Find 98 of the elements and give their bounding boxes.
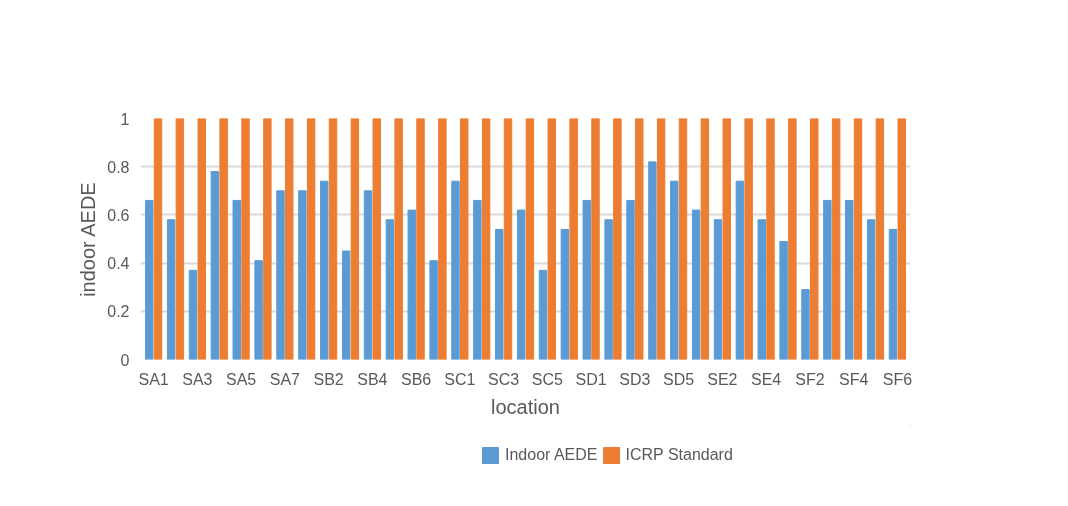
bar xyxy=(263,118,272,360)
y-tick-label: 0.4 xyxy=(107,255,130,273)
legend-label: Indoor AEDE xyxy=(505,446,598,464)
bar xyxy=(831,118,841,360)
bar xyxy=(175,118,185,360)
bar xyxy=(416,118,425,360)
bar xyxy=(451,180,460,360)
bar xyxy=(525,118,535,360)
bar xyxy=(372,118,381,360)
bar xyxy=(648,161,657,360)
bar xyxy=(254,260,263,360)
bar xyxy=(569,118,578,360)
bar xyxy=(276,190,285,360)
bar xyxy=(298,190,307,360)
bar xyxy=(801,289,810,360)
bar xyxy=(145,199,154,360)
bar xyxy=(495,228,504,360)
bar xyxy=(875,118,885,360)
bar xyxy=(481,118,491,360)
bar xyxy=(888,228,898,360)
bar xyxy=(438,118,447,360)
bar xyxy=(604,219,613,360)
bar xyxy=(166,219,176,360)
bar xyxy=(670,180,679,360)
x-tick-label: SD3 xyxy=(619,370,651,388)
x-axis-title: location xyxy=(491,395,560,418)
bar xyxy=(700,118,710,360)
bar xyxy=(626,199,635,360)
bar xyxy=(188,269,198,360)
x-tick-label: SF6 xyxy=(882,370,913,388)
bar xyxy=(350,118,360,360)
x-tick-label: SA7 xyxy=(269,370,301,388)
bar xyxy=(241,118,250,360)
bar xyxy=(866,219,876,360)
x-tick-label: SC1 xyxy=(444,370,476,388)
bar xyxy=(363,190,373,360)
x-tick-label: SB6 xyxy=(401,370,432,388)
bar xyxy=(713,219,723,360)
bar xyxy=(613,118,622,360)
bar xyxy=(473,199,482,360)
y-tick-label: 0 xyxy=(120,351,130,369)
y-tick-label: 1 xyxy=(120,110,130,128)
bar xyxy=(591,118,600,360)
y-tick-label: 0.6 xyxy=(107,206,130,224)
bar xyxy=(582,199,591,360)
y-tick-label: 0.2 xyxy=(107,303,130,321)
x-tick-label: SD5 xyxy=(663,370,695,388)
bar xyxy=(678,118,688,360)
bar xyxy=(779,240,788,360)
bar xyxy=(845,199,854,360)
bar xyxy=(656,118,666,360)
x-tick-label: SD1 xyxy=(575,370,607,388)
bar xyxy=(516,209,526,360)
bar xyxy=(823,199,832,360)
bar xyxy=(788,118,797,360)
bar xyxy=(320,180,329,360)
legend-label: ICRP Standard xyxy=(625,446,733,464)
x-tick-label: SC5 xyxy=(531,370,564,388)
x-tick-label: SA5 xyxy=(226,370,257,388)
bar xyxy=(460,118,469,360)
x-tick-label: SF4 xyxy=(838,370,869,388)
y-axis-title: indoor AEDE xyxy=(77,182,100,297)
x-tick-label: SF2 xyxy=(795,370,825,388)
x-tick-label: SB4 xyxy=(357,370,388,388)
bar xyxy=(306,118,316,360)
bar xyxy=(897,118,906,360)
bar xyxy=(503,118,513,360)
bar xyxy=(341,250,351,360)
bar xyxy=(538,269,548,360)
bar xyxy=(722,118,731,360)
bar xyxy=(735,180,745,360)
bar xyxy=(635,118,644,360)
x-tick-label: SE2 xyxy=(707,370,738,388)
bar xyxy=(766,118,775,360)
bar xyxy=(429,260,438,360)
bar xyxy=(757,219,766,360)
bar xyxy=(853,118,863,360)
bar xyxy=(153,118,163,360)
bar xyxy=(197,118,206,360)
bar xyxy=(560,228,570,360)
bar xyxy=(385,219,395,360)
bar xyxy=(810,118,819,360)
bar xyxy=(328,118,338,360)
x-tick-label: SA3 xyxy=(182,370,213,388)
bar xyxy=(691,209,701,360)
x-tick-label: SB2 xyxy=(313,370,344,388)
y-tick-label: 0.8 xyxy=(107,158,130,176)
bar xyxy=(407,209,416,360)
bar xyxy=(547,118,556,360)
bar xyxy=(285,118,294,360)
bar xyxy=(219,118,228,360)
bar xyxy=(744,118,753,360)
bar xyxy=(210,171,220,360)
bar xyxy=(394,118,403,360)
x-tick-label: SC3 xyxy=(488,370,520,388)
x-tick-label: SE4 xyxy=(751,370,782,388)
bar xyxy=(232,199,241,360)
x-tick-label: SA1 xyxy=(138,370,169,388)
